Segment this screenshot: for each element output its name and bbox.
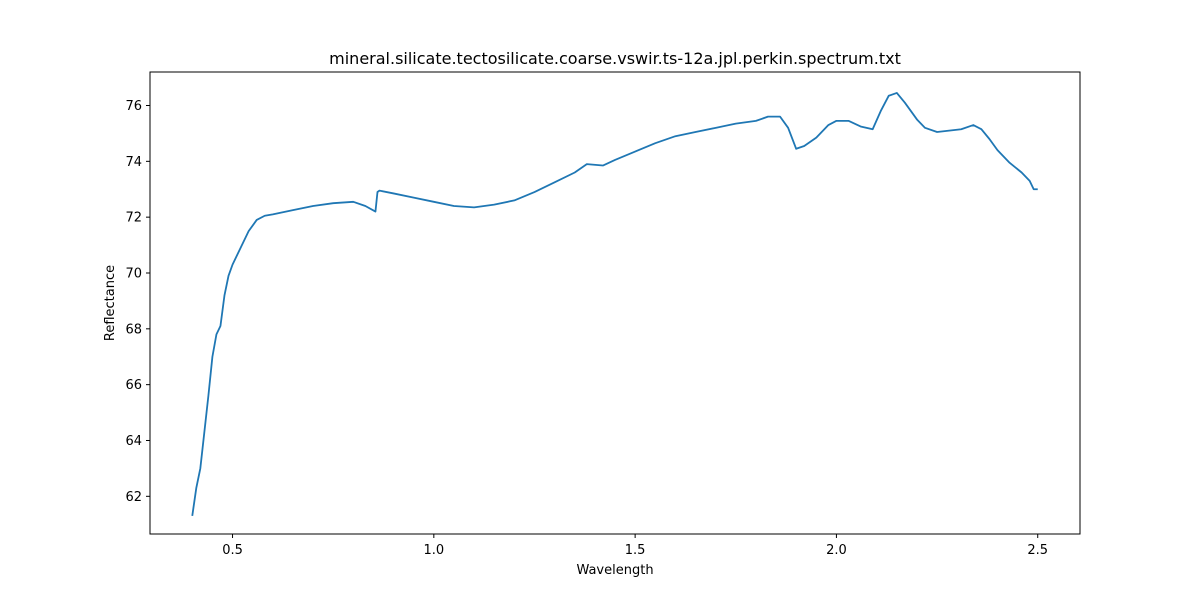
x-axis-ticks: 0.5 1.0 1.5 2.0 2.5 xyxy=(222,534,1048,558)
x-tick-label: 0.5 xyxy=(222,543,243,558)
x-tick-label: 1.5 xyxy=(625,543,646,558)
y-tick-label: 74 xyxy=(125,155,142,170)
series-line-0 xyxy=(191,92,1038,516)
series-layer xyxy=(191,92,1038,516)
y-tick-label: 66 xyxy=(125,378,142,393)
y-tick-label: 68 xyxy=(125,322,142,337)
y-axis-ticks: 62 64 66 68 70 72 74 76 xyxy=(125,99,150,505)
y-tick-label: 70 xyxy=(125,266,142,281)
plot-area: 0.5 1.0 1.5 2.0 2.5 62 64 66 68 70 72 74 76 xyxy=(125,71,1081,558)
axes-frame xyxy=(149,71,1081,535)
chart-title: mineral.silicate.tectosilicate.coarse.vs… xyxy=(329,49,901,68)
x-axis-label: Wavelength xyxy=(576,563,653,578)
y-tick-label: 72 xyxy=(125,211,142,226)
x-tick-label: 1.0 xyxy=(423,543,444,558)
y-tick-label: 62 xyxy=(125,490,142,505)
y-tick-label: 76 xyxy=(125,99,142,114)
x-tick-label: 2.0 xyxy=(826,543,847,558)
y-axis-label: Reflectance xyxy=(103,265,118,341)
x-tick-label: 2.5 xyxy=(1027,543,1048,558)
y-tick-label: 64 xyxy=(125,434,142,449)
